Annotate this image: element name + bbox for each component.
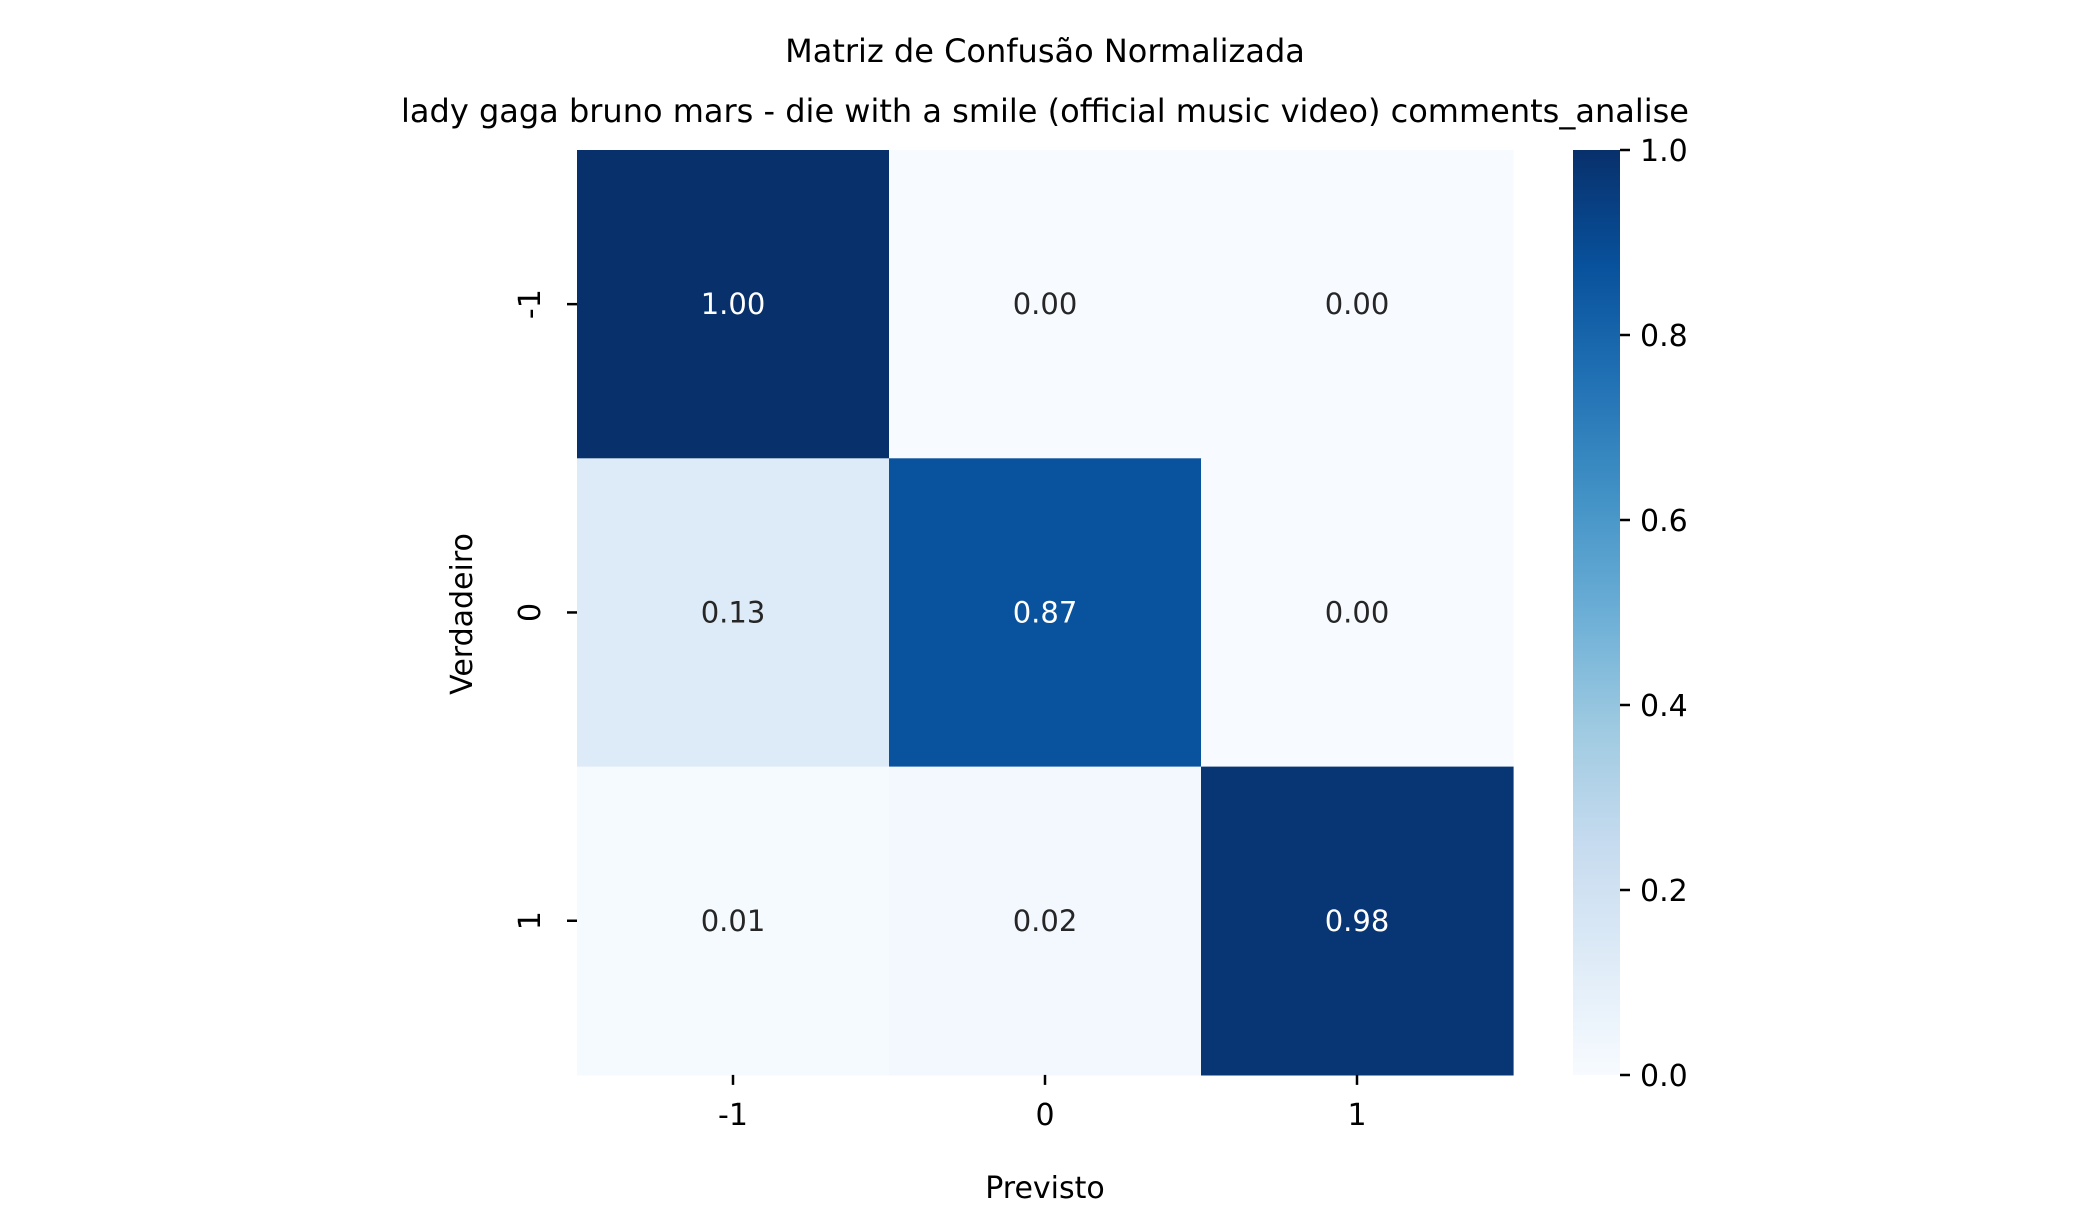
cell-value-label: 0.87 bbox=[1013, 595, 1078, 629]
cell-value-label: 0.00 bbox=[1325, 595, 1390, 629]
colorbar-tick-label: 1.0 bbox=[1640, 134, 1688, 169]
colorbar-tick-label: 0.8 bbox=[1640, 319, 1688, 354]
heatmap-cell bbox=[889, 766, 1202, 1076]
heatmap-cells bbox=[577, 150, 1514, 1076]
colorbar-tick-label: 0.4 bbox=[1640, 689, 1688, 724]
chart-subtitle: lady gaga bruno mars - die with a smile … bbox=[401, 92, 1689, 130]
heatmap-cell bbox=[577, 458, 890, 768]
x-tick-label: 1 bbox=[1347, 1098, 1366, 1133]
heatmap-cell bbox=[577, 766, 890, 1076]
cell-value-label: 0.13 bbox=[701, 595, 766, 629]
colorbar bbox=[1573, 150, 1620, 1075]
y-tick-label: -1 bbox=[513, 289, 548, 319]
cell-value-label: 0.00 bbox=[1013, 287, 1078, 321]
heatmap-cell bbox=[1201, 150, 1514, 459]
cell-value-label: 1.00 bbox=[701, 287, 766, 321]
cell-value-label: 0.98 bbox=[1325, 904, 1390, 938]
heatmap-cell bbox=[889, 458, 1202, 768]
chart-title: Matriz de Confusão Normalizada bbox=[785, 32, 1305, 70]
y-axis-label: Verdadeiro bbox=[445, 533, 480, 695]
heatmap-cell bbox=[1201, 766, 1514, 1076]
x-axis-ticks: -1 0 1 bbox=[718, 1074, 1367, 1133]
x-axis-label: Previsto bbox=[985, 1171, 1105, 1206]
colorbar-tick-label: 0.0 bbox=[1640, 1059, 1688, 1094]
y-axis-ticks: -1 0 1 bbox=[513, 289, 577, 930]
x-tick-label: 0 bbox=[1035, 1098, 1054, 1133]
y-tick-label: 1 bbox=[513, 911, 548, 930]
colorbar-tick-label: 0.6 bbox=[1640, 504, 1688, 539]
cell-value-label: 0.00 bbox=[1325, 287, 1390, 321]
cell-value-label: 0.01 bbox=[701, 904, 766, 938]
heatmap-cell bbox=[577, 150, 890, 459]
heatmap-cell bbox=[889, 150, 1202, 459]
x-tick-label: -1 bbox=[718, 1098, 748, 1133]
cell-value-label: 0.02 bbox=[1013, 904, 1078, 938]
colorbar-tick-label: 0.2 bbox=[1640, 874, 1688, 909]
heatmap-cell bbox=[1201, 458, 1514, 768]
colorbar-ticks: 0.0 0.2 0.4 0.6 0.8 1.0 bbox=[1620, 134, 1688, 1094]
heatmap-cell-labels: 1.00 0.00 0.00 0.13 0.87 0.00 0.01 0.02 0.98 bbox=[701, 287, 1390, 938]
y-tick-label: 0 bbox=[513, 603, 548, 622]
